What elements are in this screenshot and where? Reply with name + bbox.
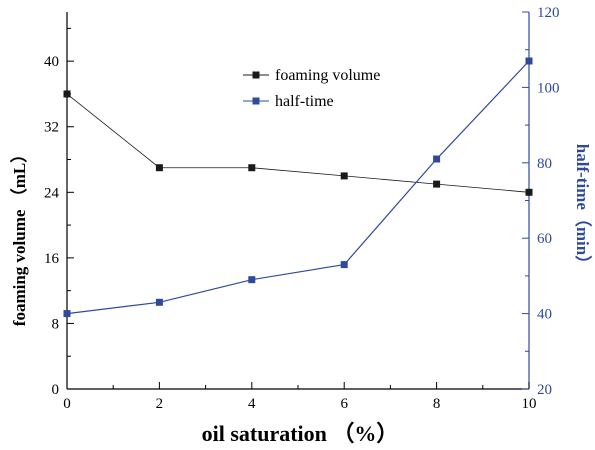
right-y-tick-label: 100 (537, 80, 560, 96)
series-line-foaming-volume (66, 93, 530, 193)
legend-item-foaming-volume: foaming volume (243, 67, 380, 84)
data-point-half-time (433, 155, 441, 163)
x-tick-label: 8 (433, 396, 441, 412)
legend-label: half-time (275, 93, 334, 110)
left-y-axis-title: foaming volume （mL） (9, 146, 29, 326)
x-tick-label: 2 (156, 396, 164, 412)
x-tick-label: 4 (248, 396, 256, 412)
data-point-half-time (525, 57, 533, 65)
right-y-tick-label: 20 (537, 382, 552, 398)
left-y-tick-label: 0 (52, 382, 60, 398)
series-line-half-time (66, 60, 530, 315)
x-tick-label: 10 (522, 396, 537, 412)
x-axis-title: oil saturation （%） (202, 421, 399, 446)
data-point-foaming-volume (63, 90, 71, 98)
x-tick-label: 0 (63, 396, 71, 412)
data-point-foaming-volume (525, 188, 533, 196)
data-point-foaming-volume (433, 180, 441, 188)
legend-marker (252, 97, 260, 105)
left-y-tick-label: 32 (44, 120, 59, 136)
right-y-axis-title: half-time（min） (573, 144, 593, 272)
data-point-half-time (155, 298, 163, 306)
series-foaming-volume (63, 90, 533, 196)
legend-label: foaming volume (275, 67, 380, 84)
right-y-axis-ticks: 20 40 60 80 100 120 (522, 5, 560, 398)
left-y-tick-label: 8 (52, 316, 60, 332)
left-y-tick-label: 24 (44, 185, 60, 201)
x-axis-ticks: 0 2 4 6 8 10 (63, 382, 537, 412)
series-half-time (63, 57, 533, 318)
right-y-tick-label: 60 (537, 231, 552, 247)
right-y-tick-label: 120 (537, 5, 560, 21)
data-point-foaming-volume (340, 172, 348, 180)
right-y-tick-label: 80 (537, 156, 552, 172)
data-point-half-time (248, 276, 256, 284)
left-y-axis-ticks: 0 8 16 24 32 40 (44, 27, 74, 398)
data-point-foaming-volume (155, 164, 163, 172)
x-tick-label: 6 (340, 396, 348, 412)
left-y-tick-label: 40 (44, 54, 59, 70)
data-point-half-time (63, 310, 71, 318)
data-point-half-time (340, 261, 348, 269)
right-y-tick-label: 40 (537, 307, 552, 323)
data-point-foaming-volume (248, 164, 256, 172)
legend: foaming volume half-time (243, 67, 380, 110)
legend-item-half-time: half-time (243, 93, 334, 110)
legend-marker (252, 71, 260, 79)
left-y-tick-label: 16 (44, 251, 60, 267)
series-layer (63, 57, 533, 318)
